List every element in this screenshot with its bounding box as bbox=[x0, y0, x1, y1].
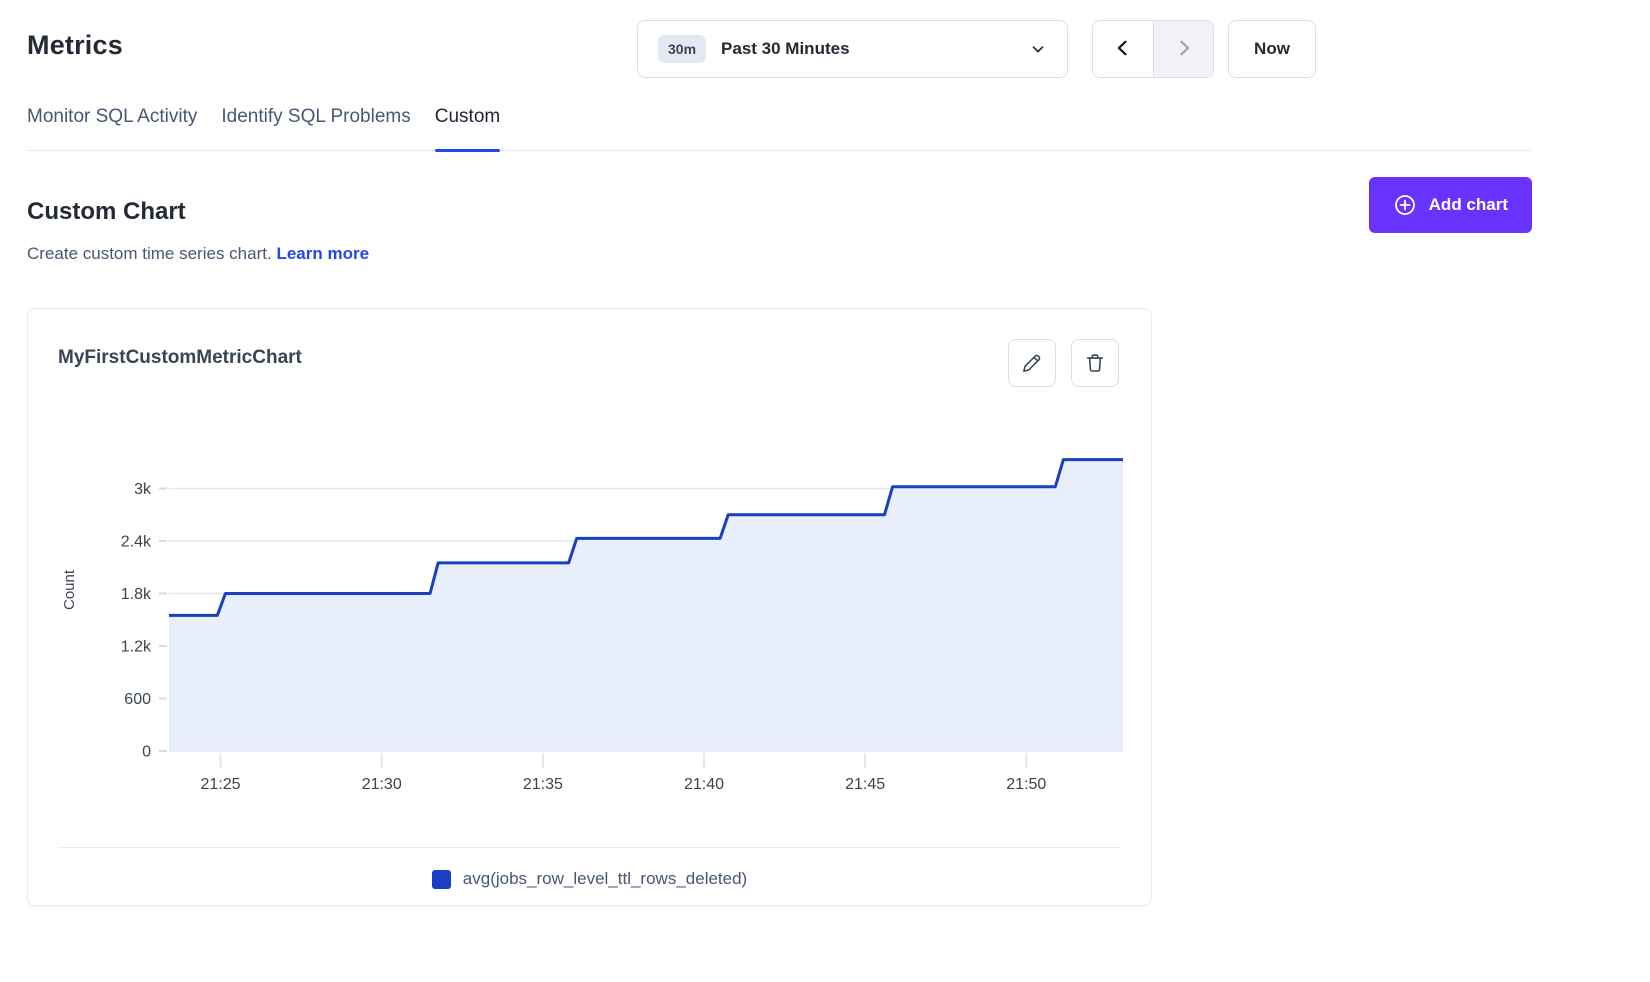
tab-custom[interactable]: Custom bbox=[435, 104, 500, 150]
chart-title: MyFirstCustomMetricChart bbox=[58, 347, 302, 369]
svg-text:21:50: 21:50 bbox=[1006, 776, 1046, 793]
svg-text:1.8k: 1.8k bbox=[121, 586, 152, 603]
tab-bar: Monitor SQL Activity Identify SQL Proble… bbox=[27, 104, 1532, 151]
previous-time-button[interactable] bbox=[1093, 21, 1153, 77]
custom-metric-chart-plot[interactable]: 0 600 1.2k 1.8k 2.4k 3k 21:25 21:30 21:35 21:40 21… bbox=[34, 415, 1147, 802]
add-chart-button-label: Add chart bbox=[1429, 195, 1508, 215]
legend-swatch bbox=[432, 870, 451, 889]
time-range-badge: 30m bbox=[658, 35, 706, 63]
chevron-left-icon bbox=[1113, 38, 1133, 61]
plus-circle-icon bbox=[1393, 193, 1417, 217]
section-title: Custom Chart bbox=[27, 198, 186, 226]
svg-text:0: 0 bbox=[142, 744, 151, 761]
card-divider bbox=[58, 847, 1121, 848]
time-pager bbox=[1092, 20, 1214, 78]
page-title: Metrics bbox=[27, 30, 123, 61]
svg-text:21:25: 21:25 bbox=[201, 776, 241, 793]
time-controls: 30m Past 30 Minutes Now bbox=[637, 20, 1316, 78]
next-time-button[interactable] bbox=[1153, 21, 1213, 77]
svg-text:21:30: 21:30 bbox=[362, 776, 402, 793]
edit-chart-button[interactable] bbox=[1008, 339, 1056, 387]
svg-text:Count: Count bbox=[61, 569, 78, 610]
now-button[interactable]: Now bbox=[1228, 20, 1316, 78]
svg-text:3k: 3k bbox=[134, 481, 152, 498]
svg-text:21:40: 21:40 bbox=[684, 776, 724, 793]
svg-text:2.4k: 2.4k bbox=[121, 534, 152, 551]
subtitle-text: Create custom time series chart. bbox=[27, 244, 272, 263]
chart-actions bbox=[1008, 339, 1119, 387]
chart-legend: avg(jobs_row_level_ttl_rows_deleted) bbox=[28, 869, 1151, 889]
section-subtitle: Create custom time series chart. Learn m… bbox=[27, 244, 369, 264]
learn-more-link[interactable]: Learn more bbox=[276, 244, 369, 263]
tab-monitor-sql-activity[interactable]: Monitor SQL Activity bbox=[27, 104, 197, 150]
trash-icon bbox=[1084, 352, 1106, 374]
svg-text:600: 600 bbox=[124, 691, 151, 708]
chevron-right-icon bbox=[1174, 38, 1194, 61]
custom-chart-card: MyFirstCustomMetricChart 0 600 1.2k 1.8k 2.4… bbox=[27, 308, 1152, 906]
time-range-select[interactable]: 30m Past 30 Minutes bbox=[637, 20, 1068, 78]
time-range-label: Past 30 Minutes bbox=[721, 39, 850, 59]
metrics-page: Metrics 30m Past 30 Minutes Now M bbox=[0, 0, 1650, 982]
svg-text:1.2k: 1.2k bbox=[121, 639, 152, 656]
delete-chart-button[interactable] bbox=[1071, 339, 1119, 387]
chevron-down-icon bbox=[1029, 40, 1047, 58]
svg-text:21:45: 21:45 bbox=[845, 776, 885, 793]
section-header: Custom Chart Add chart bbox=[27, 177, 1532, 233]
tab-identify-sql-problems[interactable]: Identify SQL Problems bbox=[221, 104, 410, 150]
svg-text:21:35: 21:35 bbox=[523, 776, 563, 793]
pencil-icon bbox=[1021, 352, 1043, 374]
add-chart-button[interactable]: Add chart bbox=[1369, 177, 1532, 233]
legend-label: avg(jobs_row_level_ttl_rows_deleted) bbox=[463, 869, 747, 889]
